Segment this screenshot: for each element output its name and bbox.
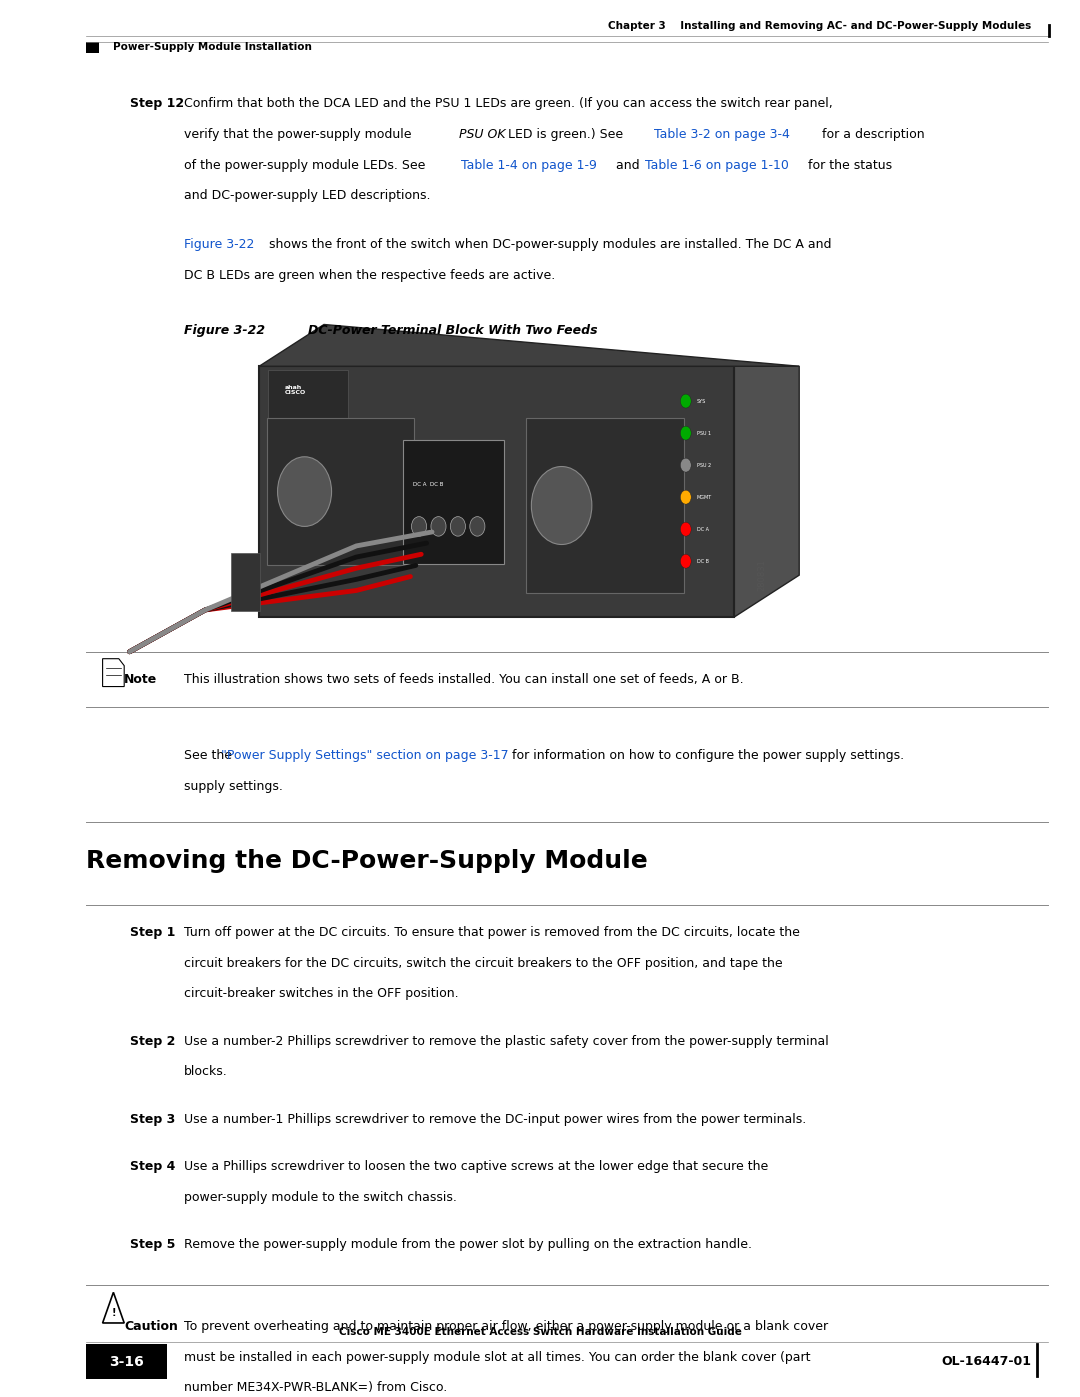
Text: MGMT: MGMT — [697, 495, 712, 500]
Text: ahah
CISCO: ahah CISCO — [285, 384, 307, 395]
Text: Table 1-4 on page 1-9: Table 1-4 on page 1-9 — [461, 159, 597, 172]
Text: DC B LEDs are green when the respective feeds are active.: DC B LEDs are green when the respective … — [184, 268, 555, 282]
Circle shape — [680, 394, 691, 408]
FancyBboxPatch shape — [403, 440, 504, 564]
Circle shape — [680, 490, 691, 504]
FancyBboxPatch shape — [267, 418, 414, 566]
Text: Use a number-2 Phillips screwdriver to remove the plastic safety cover from the : Use a number-2 Phillips screwdriver to r… — [184, 1035, 828, 1048]
Text: and DC-power-supply LED descriptions.: and DC-power-supply LED descriptions. — [184, 190, 430, 203]
Text: PSU 2: PSU 2 — [697, 462, 711, 468]
FancyBboxPatch shape — [86, 1344, 167, 1379]
Text: Step 1: Step 1 — [130, 926, 175, 939]
Text: LED is green.) See: LED is green.) See — [504, 129, 627, 141]
Circle shape — [531, 467, 592, 545]
Text: Removing the DC-Power-Supply Module: Removing the DC-Power-Supply Module — [86, 849, 648, 873]
FancyBboxPatch shape — [526, 418, 684, 594]
Text: Turn off power at the DC circuits. To ensure that power is removed from the DC c: Turn off power at the DC circuits. To en… — [184, 926, 799, 939]
Text: shows the front of the switch when DC-power-supply modules are installed. The DC: shows the front of the switch when DC-po… — [265, 237, 832, 251]
Text: SYS: SYS — [697, 398, 706, 404]
Text: for a description: for a description — [818, 129, 924, 141]
FancyBboxPatch shape — [268, 370, 348, 418]
Text: 280831: 280831 — [757, 559, 766, 591]
Text: Remove the power-supply module from the power slot by pulling on the extraction : Remove the power-supply module from the … — [184, 1238, 752, 1252]
Polygon shape — [103, 1292, 124, 1323]
Polygon shape — [259, 324, 799, 366]
Text: Chapter 3    Installing and Removing AC- and DC-Power-Supply Modules: Chapter 3 Installing and Removing AC- an… — [608, 21, 1031, 31]
Text: Confirm that both the DCA LED and the PSU 1 LEDs are green. (If you can access t: Confirm that both the DCA LED and the PS… — [184, 98, 833, 110]
Text: Figure 3-22: Figure 3-22 — [184, 324, 265, 338]
Text: for information on how to configure the power supply settings.: for information on how to configure the … — [508, 749, 904, 763]
Text: supply settings.: supply settings. — [184, 780, 283, 793]
Text: blocks.: blocks. — [184, 1066, 228, 1078]
Text: !: ! — [111, 1308, 116, 1319]
Text: Step 3: Step 3 — [130, 1112, 175, 1126]
Circle shape — [450, 517, 465, 536]
Text: Use a number-1 Phillips screwdriver to remove the DC-input power wires from the : Use a number-1 Phillips screwdriver to r… — [184, 1112, 806, 1126]
Text: Table 3-2 on page 3-4: Table 3-2 on page 3-4 — [654, 129, 791, 141]
Text: This illustration shows two sets of feeds installed. You can install one set of : This illustration shows two sets of feed… — [184, 672, 743, 686]
Text: Note: Note — [124, 672, 158, 686]
Text: Step 2: Step 2 — [130, 1035, 175, 1048]
Text: Cisco ME 3400E Ethernet Access Switch Hardware Installation Guide: Cisco ME 3400E Ethernet Access Switch Ha… — [338, 1327, 742, 1337]
Text: number ME34X-PWR-BLANK=) from Cisco.: number ME34X-PWR-BLANK=) from Cisco. — [184, 1382, 447, 1394]
Circle shape — [278, 457, 332, 527]
Text: Power-Supply Module Installation: Power-Supply Module Installation — [113, 42, 312, 52]
FancyBboxPatch shape — [86, 42, 99, 53]
Text: DC A: DC A — [697, 527, 708, 532]
Text: PSU 1: PSU 1 — [697, 430, 711, 436]
Text: Caution: Caution — [124, 1320, 178, 1333]
Text: PSU OK: PSU OK — [459, 129, 505, 141]
Text: Figure 3-22: Figure 3-22 — [184, 237, 254, 251]
Text: verify that the power-supply module: verify that the power-supply module — [184, 129, 415, 141]
Circle shape — [680, 426, 691, 440]
Text: and: and — [612, 159, 644, 172]
Polygon shape — [103, 659, 124, 686]
Text: "Power Supply Settings" section on page 3-17: "Power Supply Settings" section on page … — [221, 749, 509, 763]
Text: DC A  DC B: DC A DC B — [413, 482, 443, 488]
Text: Table 1-6 on page 1-10: Table 1-6 on page 1-10 — [645, 159, 788, 172]
Text: for the status: for the status — [804, 159, 892, 172]
Text: See the: See the — [184, 749, 235, 763]
Text: DC B: DC B — [697, 559, 708, 564]
Text: power-supply module to the switch chassis.: power-supply module to the switch chassi… — [184, 1190, 457, 1204]
Text: Step 12: Step 12 — [130, 98, 184, 110]
Text: circuit-breaker switches in the OFF position.: circuit-breaker switches in the OFF posi… — [184, 988, 458, 1000]
Text: To prevent overheating and to maintain proper air flow, either a power-supply mo: To prevent overheating and to maintain p… — [184, 1320, 827, 1333]
Circle shape — [470, 517, 485, 536]
Text: Step 4: Step 4 — [130, 1160, 175, 1173]
Text: of the power-supply module LEDs. See: of the power-supply module LEDs. See — [184, 159, 429, 172]
Circle shape — [680, 522, 691, 536]
Text: DC-Power Terminal Block With Two Feeds: DC-Power Terminal Block With Two Feeds — [308, 324, 597, 338]
Circle shape — [680, 555, 691, 569]
Circle shape — [431, 517, 446, 536]
FancyBboxPatch shape — [259, 366, 734, 617]
Circle shape — [680, 458, 691, 472]
Text: Use a Phillips screwdriver to loosen the two captive screws at the lower edge th: Use a Phillips screwdriver to loosen the… — [184, 1160, 768, 1173]
Text: 3-16: 3-16 — [109, 1355, 144, 1369]
Circle shape — [411, 517, 427, 536]
Text: must be installed in each power-supply module slot at all times. You can order t: must be installed in each power-supply m… — [184, 1351, 810, 1363]
Text: OL-16447-01: OL-16447-01 — [942, 1355, 1031, 1369]
Polygon shape — [734, 366, 799, 617]
FancyBboxPatch shape — [231, 553, 260, 612]
Text: circuit breakers for the DC circuits, switch the circuit breakers to the OFF pos: circuit breakers for the DC circuits, sw… — [184, 957, 782, 970]
Text: Step 5: Step 5 — [130, 1238, 175, 1252]
